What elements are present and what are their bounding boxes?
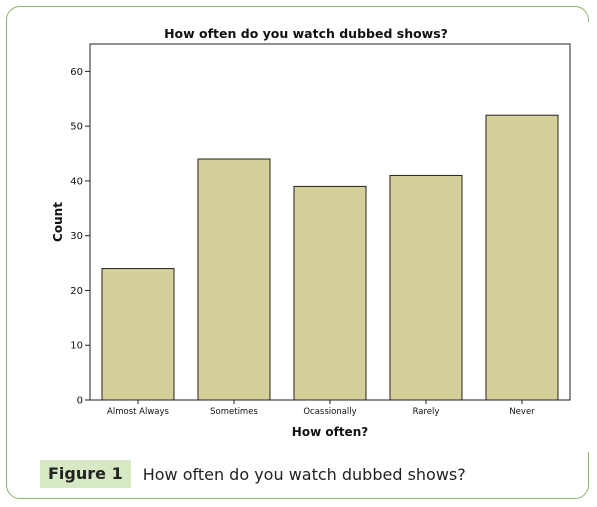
x-tick-label: Never	[509, 407, 535, 417]
y-tick-label: 40	[70, 176, 83, 187]
y-tick-label: 30	[70, 231, 83, 242]
x-tick-label: Rarely	[413, 407, 440, 417]
y-tick-label: 10	[70, 341, 83, 352]
bar	[101, 268, 175, 401]
chart-title: How often do you watch dubbed shows?	[164, 26, 448, 41]
x-axis-label: How often?	[292, 425, 368, 439]
bars-group	[101, 114, 559, 401]
y-axis-label: Count	[51, 202, 65, 242]
y-tick-label: 0	[77, 396, 83, 407]
y-tick-label: 20	[70, 286, 83, 297]
x-tick-label: Almost Always	[107, 407, 169, 417]
figure-caption: Figure 1 How often do you watch dubbed s…	[40, 459, 466, 489]
y-axis: 0 10 20 30 40 50 60	[70, 67, 90, 407]
bar	[197, 158, 271, 401]
x-axis: Almost Always Sometimes Ocassionally Rarely…	[107, 400, 535, 417]
bar	[389, 174, 463, 401]
x-tick-label: Sometimes	[210, 407, 258, 417]
bar	[485, 114, 559, 401]
bar	[293, 185, 367, 401]
y-tick-label: 60	[70, 67, 83, 78]
figure-label: Figure 1	[40, 460, 131, 488]
x-tick-label: Ocassionally	[303, 407, 356, 417]
y-tick-label: 50	[70, 122, 83, 133]
figure-caption-text: How often do you watch dubbed shows?	[142, 464, 466, 484]
